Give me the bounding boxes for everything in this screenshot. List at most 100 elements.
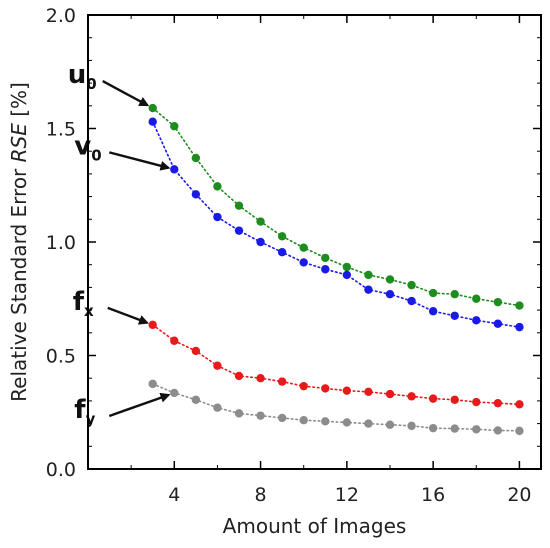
data-point	[364, 285, 373, 294]
data-point	[277, 248, 287, 257]
data-point	[256, 374, 265, 383]
data-point	[428, 288, 438, 298]
data-point	[213, 212, 222, 222]
data-point	[234, 226, 244, 235]
x-tick-label: 4	[168, 484, 180, 506]
y-axis-title-symbol: RSE	[7, 123, 31, 163]
data-point	[493, 319, 503, 328]
data-point	[342, 262, 352, 272]
y-tick-label: 0.5	[46, 346, 76, 368]
data-point	[256, 217, 265, 226]
data-point	[256, 411, 265, 420]
annotation-label: fx	[73, 287, 94, 320]
data-point	[170, 122, 179, 131]
data-point	[385, 389, 395, 399]
data-point	[191, 346, 201, 356]
data-point	[472, 294, 481, 303]
data-point	[321, 265, 330, 274]
data-point	[277, 232, 287, 241]
data-point	[493, 398, 503, 408]
data-point	[148, 117, 157, 126]
y-tick-label: 0.0	[46, 459, 76, 481]
data-point	[472, 397, 481, 407]
data-point	[472, 425, 481, 434]
data-point	[191, 153, 201, 163]
data-point	[515, 400, 524, 409]
series-line	[151, 383, 521, 432]
annotation-arrow	[107, 306, 149, 325]
data-point	[148, 320, 157, 330]
data-point	[428, 423, 438, 433]
data-point	[277, 377, 287, 386]
annotation-sub: 0	[91, 146, 101, 164]
annotation-fy: fy	[74, 392, 171, 428]
data-point	[515, 322, 524, 332]
data-point	[385, 290, 395, 299]
annotation-arrow	[102, 80, 150, 107]
data-point	[234, 201, 244, 210]
series-v0	[148, 117, 524, 332]
annotation-label: fy	[74, 395, 95, 428]
data-point	[321, 417, 330, 426]
series-line	[151, 107, 521, 307]
data-point	[515, 301, 524, 310]
y-axis-title-suffix: [%]	[7, 82, 31, 123]
data-point	[428, 394, 438, 403]
x-tick-label: 12	[335, 484, 359, 506]
data-point	[256, 237, 265, 247]
annotation-u0: u0	[68, 60, 150, 107]
x-tick-label: 20	[507, 484, 531, 506]
data-point	[342, 418, 352, 427]
annotation-main: f	[74, 395, 86, 425]
data-point	[342, 270, 352, 280]
data-point	[385, 275, 395, 284]
y-tick-label: 1.5	[46, 119, 76, 141]
data-point	[385, 420, 395, 429]
y-axis-title: Relative Standard Error RSE [%]	[7, 82, 31, 402]
data-point	[364, 270, 373, 280]
y-tick-label: 1.0	[46, 232, 76, 254]
data-point	[493, 297, 503, 307]
data-point	[364, 419, 373, 428]
series-line	[151, 324, 521, 406]
data-point	[191, 190, 201, 199]
data-point	[407, 280, 416, 290]
data-point	[407, 421, 416, 431]
data-point	[148, 103, 157, 113]
data-point	[428, 307, 438, 316]
y-tick-label: 2.0	[46, 5, 76, 27]
data-point	[450, 395, 459, 404]
data-point	[364, 387, 373, 397]
data-point	[213, 403, 222, 412]
data-point	[277, 413, 287, 423]
annotation-fx: fx	[73, 287, 149, 325]
data-point	[213, 182, 222, 191]
annotation-label: u0	[68, 60, 97, 93]
x-axis-title: Amount of Images	[223, 514, 407, 538]
series-fy	[148, 379, 524, 436]
data-point	[407, 296, 416, 306]
y-axis-title-prefix: Relative Standard Error	[7, 162, 31, 401]
data-point	[170, 336, 179, 345]
data-point	[191, 395, 201, 404]
data-point	[299, 415, 308, 425]
data-point	[170, 165, 179, 174]
annotation-sub: y	[86, 410, 96, 428]
annotation-sub: x	[84, 302, 94, 320]
series-u0	[148, 103, 524, 310]
data-point	[213, 361, 222, 370]
x-tick-label: 16	[421, 484, 445, 506]
data-point	[321, 253, 330, 263]
data-point	[472, 316, 481, 325]
data-point	[299, 258, 308, 267]
x-tick-label: 8	[255, 484, 267, 506]
data-point	[321, 384, 330, 393]
data-point	[148, 379, 157, 389]
data-point	[515, 426, 524, 436]
data-point	[299, 243, 308, 252]
data-point	[493, 426, 503, 435]
series-layer	[148, 103, 524, 436]
series-fx	[148, 320, 524, 409]
